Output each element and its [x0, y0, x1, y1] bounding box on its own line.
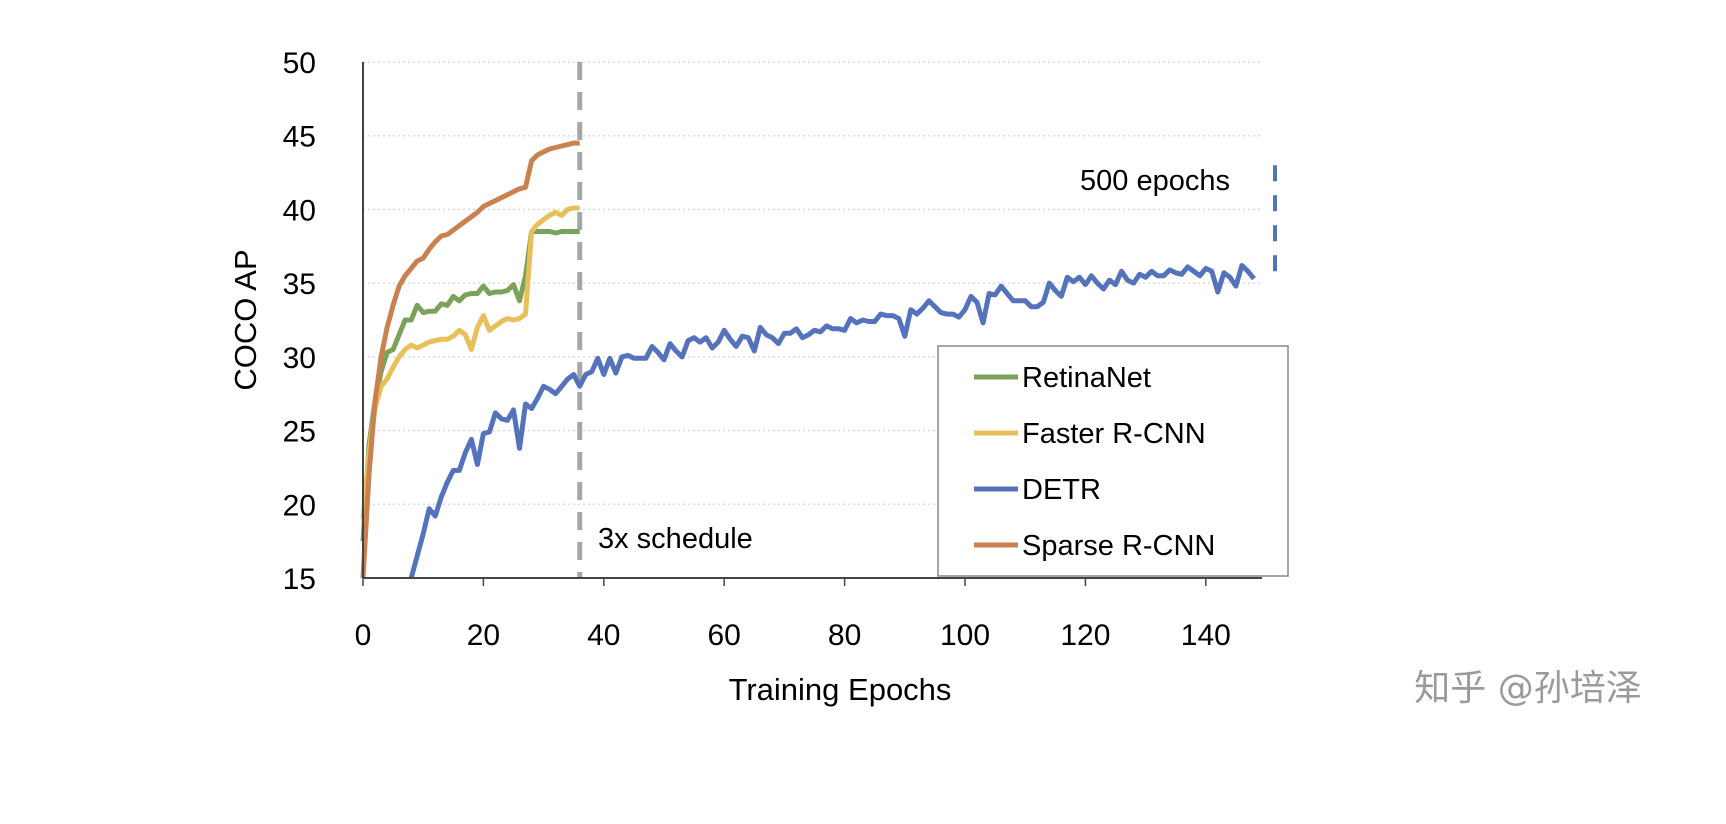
y-tick-label: 15: [283, 563, 316, 596]
y-tick-label: 25: [283, 416, 316, 449]
x-tick-label: 20: [467, 619, 500, 652]
series-lines: [360, 140, 1256, 579]
series-line-detr: [408, 263, 1256, 579]
y-tick-label: 40: [283, 194, 316, 227]
x-tick-label: 140: [1181, 619, 1231, 652]
series-line-faster-r-cnn: [360, 205, 580, 520]
y-tick-label: 50: [283, 47, 316, 80]
legend-label: Faster R-CNN: [1022, 418, 1206, 450]
y-tick-labels: 15 20 25 30 35 40 45 50: [283, 47, 316, 596]
legend-label: DETR: [1022, 474, 1101, 506]
series-line-retinanet: [360, 229, 580, 542]
x-tick-label: 40: [587, 619, 620, 652]
y-tick-label: 45: [283, 121, 316, 154]
y-tick-label: 30: [283, 342, 316, 375]
x-tick-label: 60: [708, 619, 741, 652]
x-tick-labels: 0 20 40 60 80 100 120 140: [355, 578, 1231, 652]
epochs-annotation: 500 epochs: [1080, 165, 1230, 197]
y-tick-label: 20: [283, 489, 316, 522]
legend: RetinaNet Faster R-CNN DETR Sparse R-CNN: [937, 345, 1289, 577]
series-line-sparse-r-cnn: [360, 140, 580, 579]
legend-label: Sparse R-CNN: [1022, 530, 1215, 562]
y-axis-label: COCO AP: [228, 249, 263, 390]
legend-box: [937, 345, 1289, 577]
annotations: [577, 62, 1277, 578]
y-tick-label: 35: [283, 268, 316, 301]
x-tick-label: 0: [355, 619, 372, 652]
x-tick-label: 120: [1060, 619, 1110, 652]
schedule-annotation: 3x schedule: [598, 523, 753, 555]
legend-label: RetinaNet: [1022, 362, 1151, 394]
watermark: 知乎 @孙培泽: [1414, 668, 1641, 709]
x-tick-label: 100: [940, 619, 990, 652]
x-tick-label: 80: [828, 619, 861, 652]
x-axis-label: Training Epochs: [729, 672, 952, 707]
